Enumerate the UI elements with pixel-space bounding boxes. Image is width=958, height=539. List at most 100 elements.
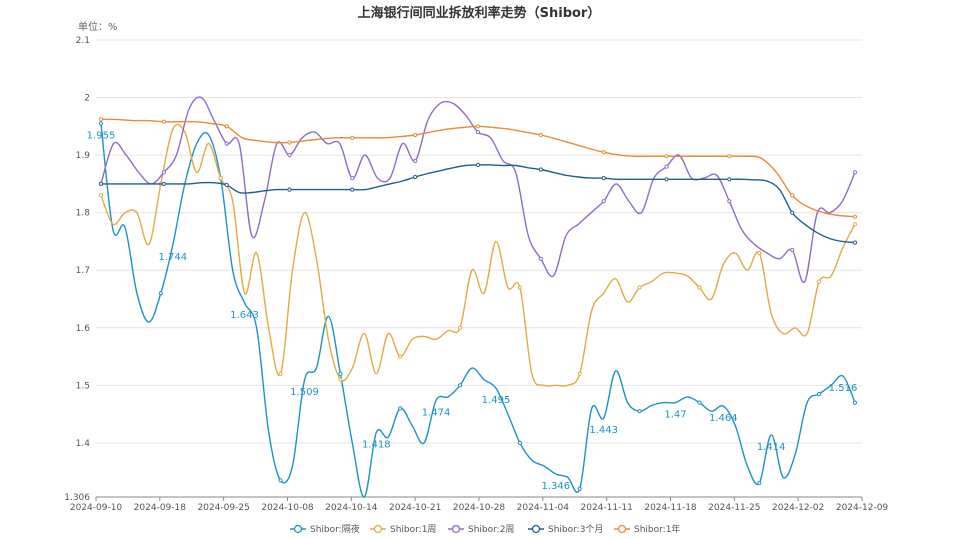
legend-marker-circle[interactable] — [293, 524, 303, 534]
data-label: 1.464 — [709, 413, 738, 424]
data-point — [817, 391, 822, 397]
data-point — [577, 371, 582, 376]
data-label: 1.474 — [422, 407, 451, 418]
x-tick-label: 2024-10-28 — [453, 503, 506, 513]
data-label: 1.643 — [230, 310, 259, 321]
y-tick-label: 1.8 — [76, 209, 91, 219]
legend-label[interactable]: Shibor:隔夜 — [310, 523, 360, 535]
data-point — [727, 154, 732, 159]
data-point — [457, 325, 463, 330]
legend-marker-circle[interactable] — [617, 524, 627, 534]
data-point — [601, 176, 606, 181]
data-point — [278, 478, 283, 483]
data-point — [517, 440, 523, 445]
data-point — [697, 285, 702, 290]
legend-label[interactable]: Shibor:1周 — [390, 524, 436, 535]
data-point — [538, 167, 543, 172]
data-label: 1.509 — [290, 387, 319, 398]
data-point — [413, 132, 418, 138]
data-point — [664, 164, 669, 169]
legend-label[interactable]: Shibor:2周 — [468, 524, 514, 535]
y-tick-label: 2.1 — [76, 36, 90, 46]
data-point — [790, 248, 795, 253]
data-label: 1.47 — [664, 410, 686, 421]
x-tick-label: 2024-11-25 — [708, 503, 760, 513]
x-tick-label: 2024-11-11 — [581, 503, 633, 513]
data-point — [398, 354, 403, 359]
data-point — [852, 400, 858, 405]
data-point — [852, 214, 858, 219]
data-point — [158, 291, 163, 296]
data-point — [637, 285, 642, 290]
data-point — [697, 400, 702, 405]
data-point — [98, 181, 104, 186]
legend-label[interactable]: Shibor:3个月 — [548, 524, 603, 535]
data-point — [538, 132, 543, 138]
data-point — [790, 210, 795, 215]
data-point — [338, 377, 343, 382]
x-tick-label: 2024-11-18 — [644, 503, 697, 513]
data-point — [727, 177, 732, 182]
data-point — [350, 176, 355, 181]
data-point — [350, 135, 355, 140]
data-point — [98, 121, 104, 126]
y-tick-label: 1.306 — [64, 493, 90, 503]
x-tick-label: 2024-11-04 — [517, 503, 570, 513]
data-point — [852, 170, 858, 175]
data-point — [517, 285, 523, 290]
data-point — [413, 158, 418, 163]
y-axis-unit-label: 单位：% — [78, 22, 118, 33]
data-point — [287, 187, 292, 192]
data-point — [413, 174, 418, 180]
x-tick-label: 2024-12-02 — [772, 503, 824, 513]
data-point — [852, 222, 858, 227]
data-point — [224, 141, 229, 146]
data-point — [457, 383, 463, 388]
y-tick-label: 1.4 — [76, 439, 91, 449]
data-point — [287, 140, 292, 145]
legend-label[interactable]: Shibor:1年 — [634, 523, 680, 535]
data-label: 1.495 — [482, 395, 511, 406]
x-tick-label: 2024-10-08 — [261, 503, 314, 513]
legend-marker-circle[interactable] — [531, 524, 541, 534]
data-label: 1.744 — [158, 252, 187, 263]
y-tick-label: 2 — [84, 94, 90, 104]
data-label: 1.516 — [829, 383, 858, 394]
series-line-1 — [100, 123, 856, 387]
data-point — [161, 181, 166, 186]
data-point — [475, 124, 481, 129]
data-point — [161, 170, 166, 175]
data-point — [757, 481, 762, 486]
data-point — [350, 187, 355, 192]
legend-marker-circle[interactable] — [373, 524, 383, 534]
data-label: 1.955 — [87, 131, 116, 142]
x-tick-label: 2024-12-09 — [836, 503, 889, 513]
data-point — [98, 117, 104, 122]
data-label: 1.414 — [757, 442, 786, 453]
data-point — [338, 371, 343, 376]
data-label: 1.443 — [589, 425, 618, 436]
data-point — [817, 279, 822, 284]
data-label: 1.418 — [362, 440, 391, 451]
y-tick-label: 1.7 — [76, 266, 90, 276]
x-tick-label: 2024-09-10 — [70, 503, 123, 513]
data-point — [278, 371, 283, 376]
data-point — [577, 486, 582, 491]
y-tick-label: 1.5 — [76, 381, 90, 391]
x-tick-label: 2024-09-25 — [198, 503, 250, 513]
data-point — [98, 193, 104, 198]
data-point — [852, 240, 858, 245]
data-point — [664, 154, 669, 159]
x-tick-label: 2024-09-18 — [134, 503, 187, 513]
series-line-0 — [100, 123, 856, 498]
data-point — [287, 153, 292, 158]
data-point — [601, 150, 606, 155]
data-point — [398, 406, 403, 411]
data-label: 1.346 — [541, 481, 570, 492]
y-tick-label: 1.9 — [76, 151, 91, 161]
legend-marker-circle[interactable] — [451, 524, 461, 534]
data-point — [757, 250, 762, 256]
data-point — [601, 199, 606, 204]
data-point — [727, 199, 732, 204]
